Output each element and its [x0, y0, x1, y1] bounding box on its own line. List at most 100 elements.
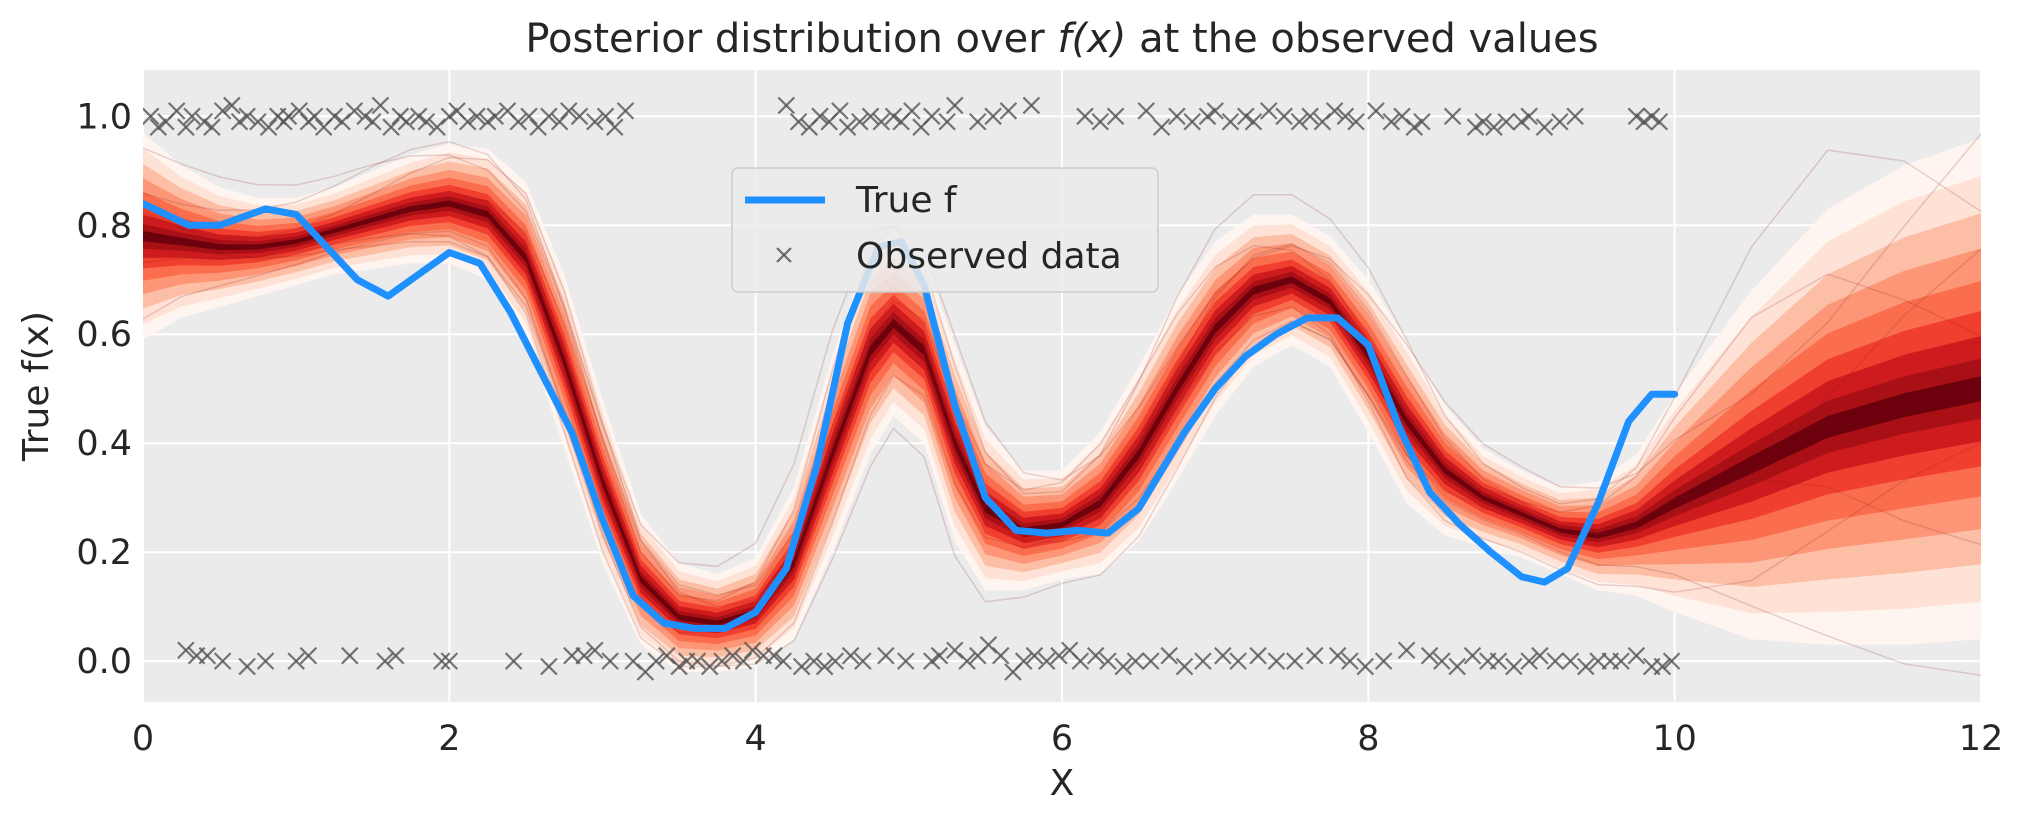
observed-point: [968, 112, 987, 131]
observed-point: [1071, 652, 1090, 670]
observed-point: [1328, 646, 1347, 665]
observed-point: [1325, 102, 1344, 120]
legend-box: [731, 167, 1159, 293]
observed-point: [1037, 652, 1056, 670]
observed-point: [249, 112, 267, 131]
observed-point: [1183, 112, 1201, 131]
observed-point: [325, 107, 344, 126]
observed-point: [1099, 652, 1117, 670]
observed-point: [938, 112, 956, 131]
observed-point: [1194, 652, 1212, 670]
legend: True f Observed data: [731, 167, 1159, 293]
observed-point: [811, 107, 829, 126]
posterior-quantile-band: [143, 184, 1981, 639]
posterior-sample-curve: [143, 233, 1981, 668]
observed-point: [356, 107, 374, 126]
observed-point: [1244, 112, 1263, 131]
posterior-sample-curve: [143, 133, 1981, 602]
x-tick-labels: 0 2 4 6 8 10 12: [132, 719, 2003, 759]
y-tick-label: 0.6: [76, 315, 132, 355]
observed-point: [149, 118, 168, 136]
observed-point: [1627, 107, 1646, 126]
observed-point: [1512, 112, 1531, 131]
observed-point: [831, 102, 849, 120]
observed-point: [984, 107, 1002, 126]
observed-point: [777, 96, 796, 115]
observed-point: [1106, 107, 1125, 126]
observed-point: [1382, 112, 1401, 131]
observed-point: [203, 118, 221, 136]
observed-point: [647, 652, 665, 670]
observed-point: [382, 118, 400, 136]
observed-point: [1413, 112, 1431, 131]
observed-point: [1485, 118, 1503, 136]
observed-point: [1347, 112, 1365, 131]
observed-point: [884, 107, 903, 126]
x-tick-label: 2: [438, 719, 460, 759]
observed-point: [596, 107, 615, 126]
observed-point: [1635, 112, 1653, 131]
observed-point: [670, 657, 688, 676]
observed-point: [1443, 107, 1462, 126]
observed-point: [1535, 118, 1554, 136]
observed-point: [1374, 652, 1393, 670]
observed-point: [734, 652, 753, 670]
observed-point: [872, 112, 891, 131]
observed-point: [230, 112, 249, 131]
observed-point: [946, 96, 964, 115]
posterior-samples: [143, 133, 1981, 677]
observed-point: [1286, 652, 1304, 670]
observed-point: [743, 641, 762, 660]
observed-point: [1642, 107, 1661, 126]
y-tick-label: 0.2: [76, 533, 132, 573]
observed-point: [183, 107, 201, 126]
posterior-sample-curve: [143, 233, 1981, 634]
observed-point: [1290, 112, 1309, 131]
observed-point: [1076, 107, 1094, 126]
observed-point: [1022, 96, 1041, 115]
observed-point: [1237, 107, 1255, 126]
observed-point: [223, 96, 241, 115]
observed-point: [789, 112, 808, 131]
observed-point: [458, 112, 477, 131]
observed-point: [570, 107, 589, 126]
observed-point: [256, 652, 275, 670]
observed-point: [605, 118, 624, 136]
title-prefix: Posterior distribution over: [525, 16, 1057, 62]
observed-point: [586, 641, 604, 660]
observed-point: [563, 646, 581, 665]
observed-point: [1546, 652, 1564, 670]
observed-point: [1405, 118, 1424, 136]
observed-point: [432, 652, 451, 670]
observed-point: [213, 652, 232, 670]
posterior-sample-curve: [143, 156, 1981, 608]
observed-point: [478, 112, 497, 131]
observed-point: [1561, 652, 1580, 670]
title-math: f(x): [1057, 16, 1126, 62]
observed-point: [575, 646, 593, 665]
observed-point: [903, 102, 921, 120]
x-tick-label: 8: [1357, 719, 1379, 759]
observed-point: [417, 112, 436, 131]
observed-point: [468, 107, 486, 126]
observed-point: [504, 652, 523, 670]
observed-point: [1126, 652, 1145, 670]
observed-point: [1448, 657, 1466, 676]
observed-point: [999, 102, 1018, 120]
observed-point: [923, 652, 941, 670]
observed-point: [1301, 107, 1319, 126]
posterior-quantile-band: [143, 190, 1981, 634]
observed-point: [177, 641, 195, 660]
x-tick-label: 4: [745, 719, 767, 759]
observed-point: [299, 646, 318, 665]
observed-point: [1367, 102, 1385, 120]
observed-point: [363, 112, 382, 131]
x-tick-label: 6: [1051, 719, 1073, 759]
observed-point: [386, 646, 405, 665]
observed-point: [1662, 652, 1681, 670]
observed-point: [1305, 646, 1324, 665]
observed-point: [1249, 646, 1267, 665]
observed-point: [238, 657, 256, 676]
observed-point: [198, 646, 217, 665]
observed-point: [723, 646, 742, 665]
